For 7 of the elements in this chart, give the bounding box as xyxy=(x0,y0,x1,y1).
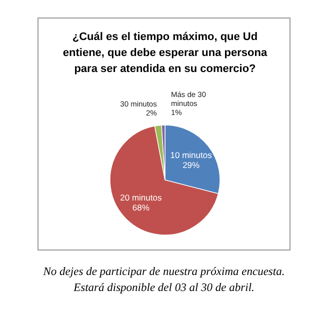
data-label: 68% xyxy=(132,202,150,213)
pie-slice xyxy=(110,126,219,236)
data-label: 29% xyxy=(182,160,200,170)
slice-label: 20 minutos xyxy=(120,192,162,203)
chart-title: ¿Cuál es el tiempo máximo, que Ud entiene, que debe esperar una persona para ser atendida en su comercio? xyxy=(62,31,268,75)
slice-label: 10 minutos xyxy=(170,150,212,160)
text: No dejes de participar de nuestra próxima encuesta. Estará disponible del 03 al 30 de abril. xyxy=(42,266,285,294)
